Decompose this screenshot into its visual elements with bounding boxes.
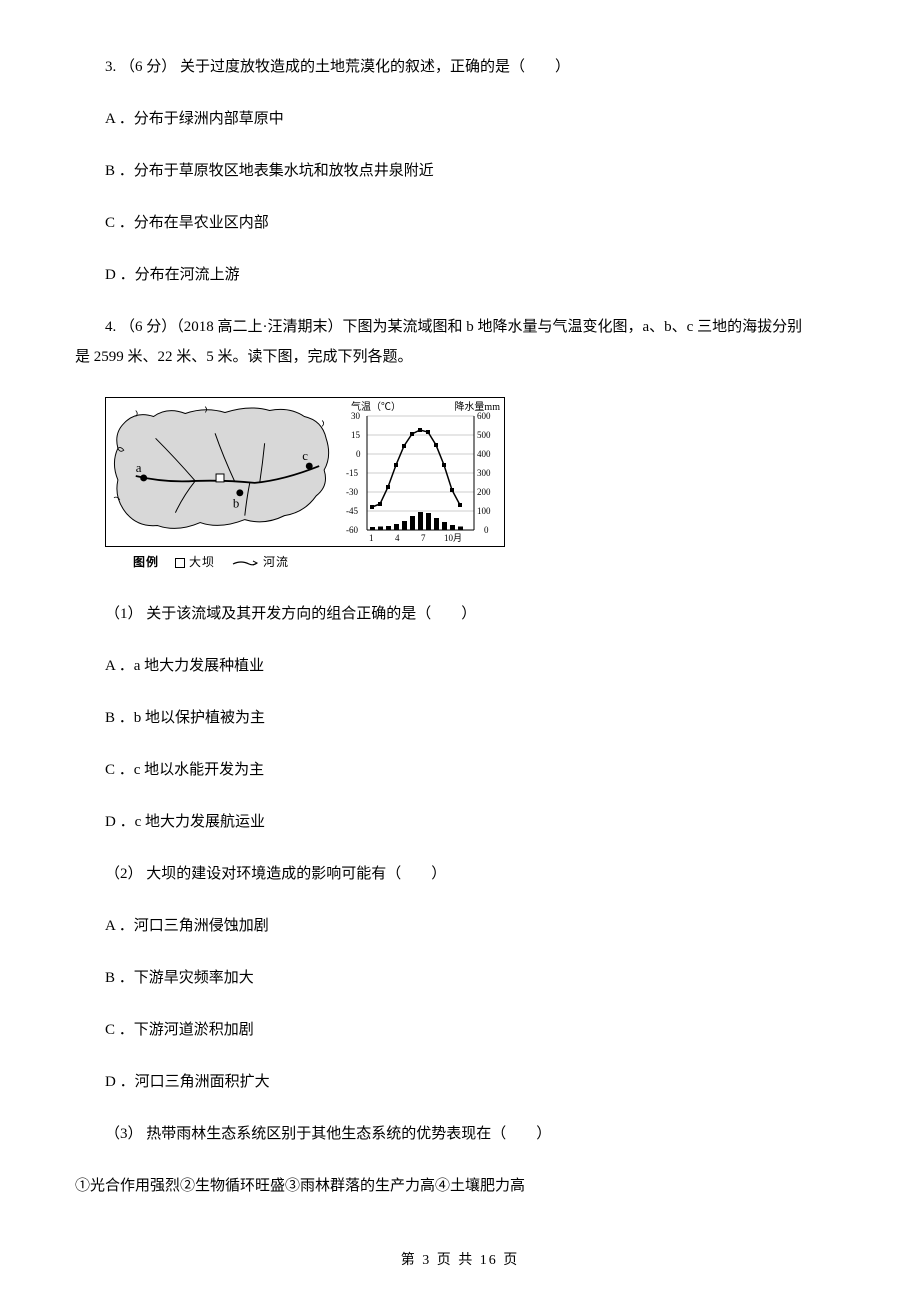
chart-precip-label: 降水量mm: [454, 400, 500, 416]
svg-text:400: 400: [477, 449, 491, 459]
x-labels: 1 4 7 10月: [369, 533, 462, 543]
figure-legend: 图例 大坝 河流: [105, 553, 525, 572]
q4-figure: a b c 气温（℃） 降水量mm: [105, 397, 525, 582]
q4-sub1-option-a: A ．a 地大力发展种植业: [75, 654, 845, 678]
chart-svg: 30 15 0 -15 -30 -45 -60 600 500 400 300 …: [339, 398, 504, 546]
svg-text:500: 500: [477, 430, 491, 440]
q4-stem-line1: 4. （6 分）（2018 高二上·汪清期末）下图为某流域图和 b 地降水量与气…: [75, 315, 845, 339]
page-footer: 第 3 页 共 16 页: [0, 1250, 920, 1272]
legend-river-text: 河流: [263, 555, 289, 569]
legend-dam-text: 大坝: [189, 555, 215, 569]
legend-river-icon: [231, 558, 259, 568]
svg-text:0: 0: [356, 449, 361, 459]
svg-text:-15: -15: [346, 468, 358, 478]
svg-text:-60: -60: [346, 525, 358, 535]
q4-sub2-option-a: A ．河口三角洲侵蚀加剧: [75, 914, 845, 938]
svg-text:7: 7: [421, 533, 426, 543]
map-region: a b c: [106, 398, 339, 546]
point-a-dot: [140, 474, 147, 481]
figure-box: a b c 气温（℃） 降水量mm: [105, 397, 505, 547]
svg-text:4: 4: [395, 533, 400, 543]
svg-text:0: 0: [484, 525, 489, 535]
map-svg: a b c: [106, 398, 339, 546]
y-left-labels: 30 15 0 -15 -30 -45 -60: [346, 411, 361, 535]
point-b-dot: [236, 489, 243, 496]
svg-text:300: 300: [477, 468, 491, 478]
q4-sub3-note: ①光合作用强烈②生物循环旺盛③雨林群落的生产力高④土壤肥力高: [75, 1174, 845, 1198]
point-a-label: a: [136, 461, 142, 475]
q3-option-a: A ．分布于绿洲内部草原中: [75, 107, 845, 131]
point-c-label: c: [302, 449, 308, 463]
q4-sub3-stem: （3） 热带雨林生态系统区别于其他生态系统的优势表现在（ ）: [75, 1122, 845, 1146]
q3-option-c: C ．分布在旱农业区内部: [75, 211, 845, 235]
temp-line: [372, 430, 460, 507]
q4-sub2-option-b: B ．下游旱灾频率加大: [75, 966, 845, 990]
point-c-dot: [306, 463, 313, 470]
svg-text:200: 200: [477, 487, 491, 497]
q4-sub2-option-c: C ．下游河道淤积加剧: [75, 1018, 845, 1042]
dam-icon: [216, 474, 224, 482]
legend-label: 图例: [133, 555, 159, 569]
chart-temp-label: 气温（℃）: [351, 400, 401, 416]
q3-option-b: B ．分布于草原牧区地表集水坑和放牧点井泉附近: [75, 159, 845, 183]
svg-text:100: 100: [477, 506, 491, 516]
q4-sub1-stem: （1） 关于该流域及其开发方向的组合正确的是（ ）: [75, 602, 845, 626]
q4-sub2-stem: （2） 大坝的建设对环境造成的影响可能有（ ）: [75, 862, 845, 886]
svg-text:-30: -30: [346, 487, 358, 497]
legend-dam-icon: [175, 558, 185, 568]
svg-text:-45: -45: [346, 506, 358, 516]
svg-text:1: 1: [369, 533, 374, 543]
svg-text:15: 15: [351, 430, 361, 440]
chart-region: 气温（℃） 降水量mm 30 15 0: [339, 398, 504, 546]
svg-text:10月: 10月: [444, 533, 462, 543]
q4-sub1-option-b: B ．b 地以保护植被为主: [75, 706, 845, 730]
point-b-label: b: [233, 497, 239, 511]
q3-option-d: D ．分布在河流上游: [75, 263, 845, 287]
precip-bars: [370, 512, 463, 530]
y-right-labels: 600 500 400 300 200 100 0: [477, 411, 491, 535]
q4-sub1-option-d: D ．c 地大力发展航运业: [75, 810, 845, 834]
q3-stem: 3. （6 分） 关于过度放牧造成的土地荒漠化的叙述，正确的是（ ）: [75, 55, 845, 79]
q4-sub1-option-c: C ．c 地以水能开发为主: [75, 758, 845, 782]
q4-sub2-option-d: D ．河口三角洲面积扩大: [75, 1070, 845, 1094]
q4-stem-line2: 是 2599 米、22 米、5 米。读下图，完成下列各题。: [75, 345, 845, 369]
basin-outline: [114, 408, 328, 528]
